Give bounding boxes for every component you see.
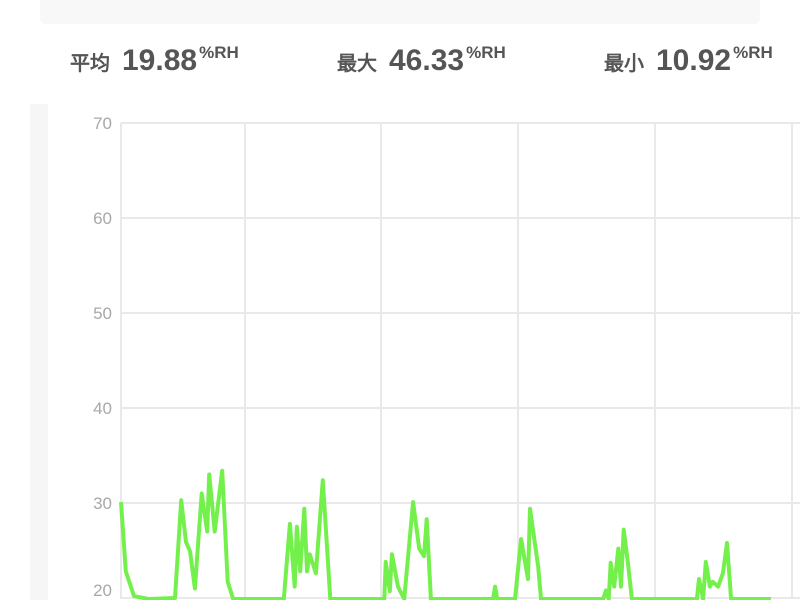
stat-label: 平均 — [70, 51, 110, 75]
stat-unit: %RH — [466, 43, 506, 62]
stat-value: 46.33 — [389, 44, 465, 77]
top-panel — [40, 0, 760, 24]
axis-strip — [30, 104, 48, 600]
stat-min: 最小 10.92 %RH — [604, 43, 773, 78]
stat-average: 平均 19.88 %RH — [70, 43, 239, 78]
y-tick-label: 20 — [93, 581, 112, 600]
y-tick-label: 70 — [93, 114, 112, 133]
humidity-series-line — [119, 468, 771, 600]
y-tick-label: 40 — [93, 399, 112, 418]
stat-unit: %RH — [199, 43, 239, 62]
y-tick-label: 50 — [93, 304, 112, 323]
stat-label: 最小 — [604, 51, 644, 75]
stat-unit: %RH — [733, 43, 773, 62]
y-tick-label: 30 — [93, 494, 112, 513]
stat-max: 最大 46.33 %RH — [337, 43, 506, 78]
stat-value: 19.88 — [122, 44, 198, 77]
stat-value: 10.92 — [656, 44, 732, 77]
y-tick-label: 60 — [93, 209, 112, 228]
stat-label: 最大 — [337, 51, 377, 75]
